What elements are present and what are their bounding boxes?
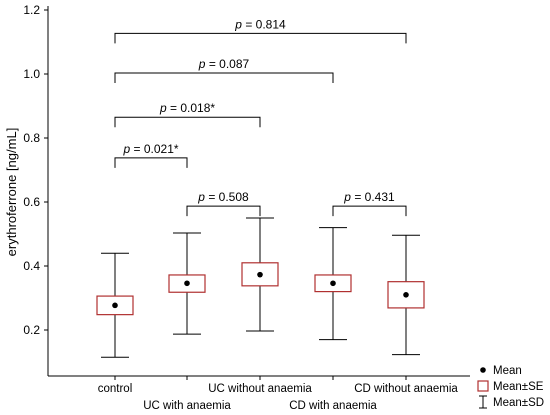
significance-bracket	[114, 157, 188, 168]
p-value-label: p = 0.021*	[122, 142, 178, 156]
legend-label: Mean	[493, 365, 522, 377]
significance-bracket	[186, 205, 261, 217]
p-value-label: p = 0.508	[197, 190, 249, 204]
se-box	[387, 281, 425, 309]
significance-bracket	[114, 32, 407, 44]
x-category-label: UC with anaemia	[143, 400, 231, 412]
x-category-label: control	[98, 383, 133, 395]
y-tick-label: 1.2	[23, 3, 40, 17]
significance-bracket	[332, 205, 407, 217]
se-box	[96, 295, 134, 316]
legend-sd-whisker-icon	[479, 395, 487, 409]
y-tick-label: 0.2	[23, 323, 40, 337]
legend-label: Mean±SD	[493, 397, 544, 409]
mean-dot	[403, 292, 409, 298]
se-box	[314, 274, 352, 293]
mean-dot	[257, 271, 263, 278]
plot-marks: p = 0.814 p = 0.087 p = 0.018* p = 0.021* p …	[96, 17, 425, 358]
y-tick-label: 0.8	[23, 131, 40, 145]
x-category-label: UC without anaemia	[208, 383, 312, 395]
y-tick-label: 0.4	[23, 259, 40, 273]
axes: 0.2 0.4 0.6 0.8 1.0 1.2 control UC with anaemia…	[23, 3, 470, 412]
legend-label: Mean±SE	[493, 381, 544, 393]
mean-dot	[184, 280, 190, 287]
mean-dot	[330, 280, 336, 287]
mean-dot	[112, 302, 118, 309]
significance-bracket	[114, 72, 334, 84]
y-axis-label: erythroferrone [ng/mL]	[4, 128, 19, 257]
significance-bracket	[114, 116, 261, 128]
legend-se-box-icon	[477, 380, 489, 392]
legend-mean-icon	[480, 367, 486, 373]
se-box	[241, 262, 279, 287]
x-category-label: CD without anaemia	[354, 383, 458, 395]
se-box	[168, 274, 206, 293]
legend: Mean Mean±SE Mean±SD	[477, 365, 544, 409]
p-value-label: p = 0.814	[234, 17, 286, 31]
p-value-label: p = 0.431	[343, 190, 395, 204]
y-tick-label: 0.6	[23, 195, 40, 209]
p-value-label: p = 0.018*	[159, 101, 215, 115]
p-value-label: p = 0.087	[198, 57, 250, 71]
x-category-label: CD with anaemia	[289, 400, 377, 412]
y-tick-label: 1.0	[23, 67, 40, 81]
